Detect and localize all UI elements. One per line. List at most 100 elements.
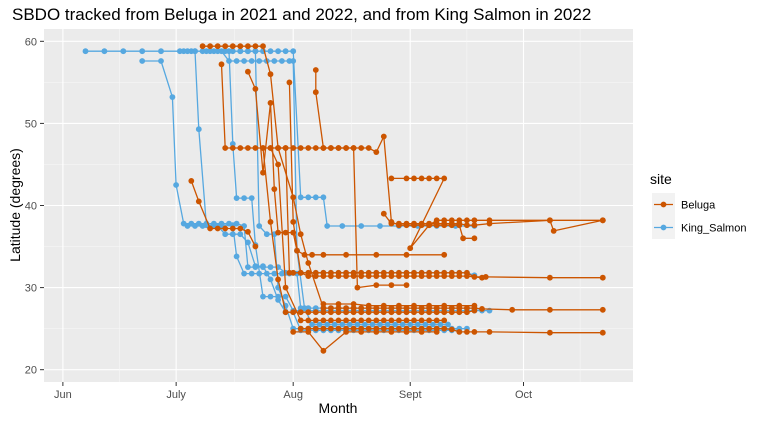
data-point [248,195,255,202]
data-point [456,220,463,227]
data-point [320,305,327,311]
data-point [320,301,327,307]
data-point [252,43,259,50]
data-point [207,225,214,232]
data-point [426,220,432,227]
data-point [350,273,357,279]
data-point [464,309,470,316]
data-point [214,43,221,50]
data-point [233,58,240,64]
x-tick-label: July [166,389,186,401]
data-point [380,133,387,140]
data-point [418,220,425,227]
data-point [241,58,248,64]
data-point [275,297,281,303]
data-point [388,282,395,288]
data-point [456,329,463,335]
data-point [199,43,206,50]
data-point [195,198,202,205]
data-point [350,309,357,316]
data-point [245,48,251,55]
data-point [486,220,493,227]
data-point [365,309,372,316]
data-point [305,317,312,324]
data-point [547,329,553,336]
data-point [339,321,346,328]
data-point [320,194,327,201]
data-point [279,58,285,64]
data-point [411,302,417,309]
series-line [206,50,448,326]
data-point [245,264,251,270]
data-point [403,329,410,335]
data-point [260,43,266,50]
data-point [471,217,478,224]
data-point [305,260,312,266]
data-point [297,269,304,276]
data-point [373,282,380,288]
legend-key-point [660,224,667,231]
data-point [263,231,270,238]
data-point [380,309,387,316]
data-point [256,223,263,229]
data-point [339,223,346,229]
data-point [312,194,319,201]
series-beluga [380,210,606,234]
data-point [158,48,164,55]
data-point [245,228,251,235]
data-point [358,309,365,316]
data-point [456,273,463,279]
y-axis-label: Latitude (degrees) [7,148,23,262]
data-point [237,231,244,238]
data-point [445,321,451,328]
data-point [267,264,274,270]
data-point [380,317,387,324]
data-point [365,273,372,279]
data-point [328,309,334,316]
data-point [358,223,365,229]
data-point [290,194,297,201]
data-point [275,229,281,236]
data-point [282,309,289,316]
data-point [271,58,278,64]
data-point [384,321,391,328]
data-point [320,325,327,332]
data-point [316,321,323,328]
data-point [486,329,493,335]
data-point [218,61,225,68]
y-axis: 20 30 40 50 60 [25,36,44,377]
legend-item: Beluga [652,193,716,216]
data-point [418,329,425,335]
data-point [245,145,251,151]
data-point [373,149,380,156]
data-point [433,317,440,324]
data-point [252,263,259,270]
data-point [343,251,349,258]
data-point [441,273,448,279]
x-tick-label: Jun [54,389,72,401]
data-point [229,141,236,147]
data-point [433,220,440,227]
data-point [426,325,432,332]
data-point [252,86,259,92]
data-point [407,321,414,328]
data-point [267,276,274,283]
data-point [335,317,342,324]
legend-key-point [660,201,667,208]
data-point [267,100,274,106]
data-point [377,223,383,229]
data-point [426,273,432,279]
data-point [373,305,380,311]
data-point [297,231,304,238]
data-point [312,317,319,324]
data-point [388,329,395,335]
data-point [282,48,289,55]
y-tick-label: 60 [25,36,37,48]
data-point [358,145,365,151]
data-point [312,309,319,316]
data-point [279,270,285,277]
data-point [399,321,406,328]
data-point [354,284,361,291]
data-point [271,186,278,193]
data-point [245,43,251,50]
